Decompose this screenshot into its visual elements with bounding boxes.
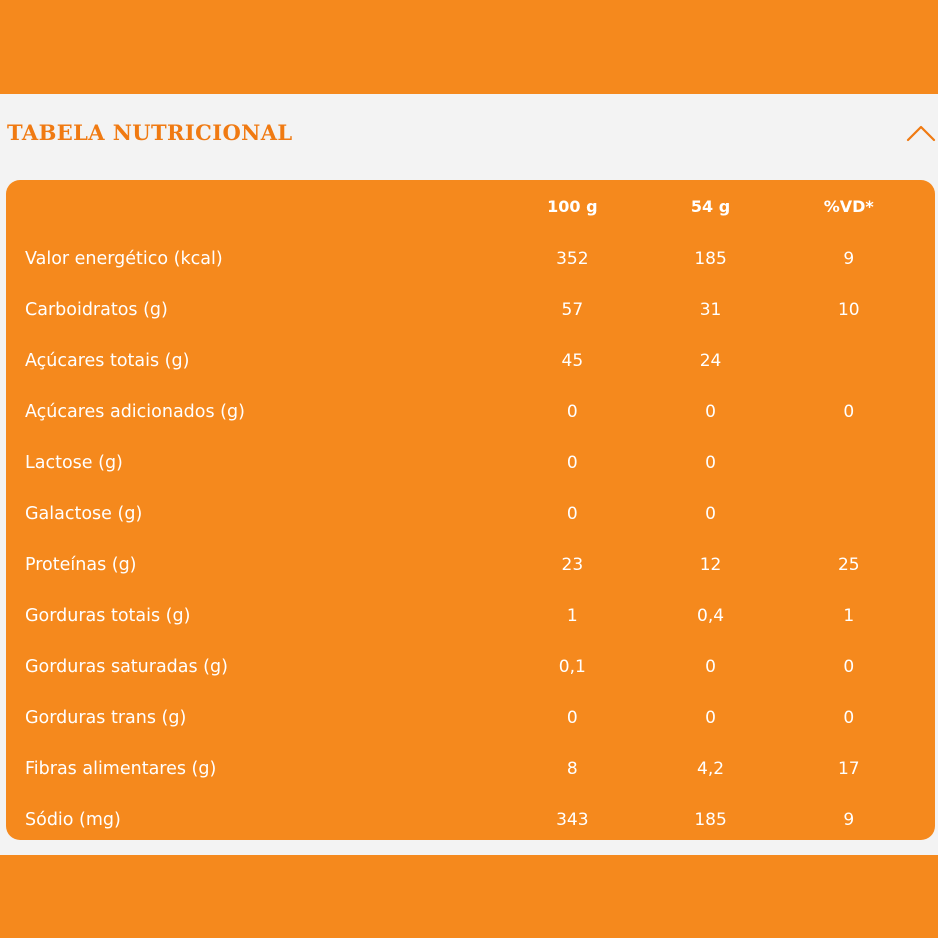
nutrition-table-card: 100 g 54 g %VD* Valor energético (kcal) … bbox=[6, 180, 935, 840]
cell-per-portion: 4,2 bbox=[697, 759, 725, 779]
cell-daily-value bbox=[763, 489, 935, 540]
top-orange-band bbox=[0, 0, 938, 94]
cell-per-100g: 0 bbox=[566, 708, 578, 728]
cell-daily-value bbox=[763, 438, 935, 489]
cell-per-100g: 8 bbox=[566, 759, 578, 779]
cell-per-portion: 0 bbox=[705, 504, 716, 524]
table-row: Gorduras saturadas (g) 0,1 0 0 bbox=[6, 642, 935, 693]
cell-daily-value: 9 bbox=[843, 249, 855, 269]
cell-per-portion: 185 bbox=[694, 249, 727, 269]
table-row: Valor energético (kcal) 352 185 9 bbox=[6, 234, 935, 285]
cell-daily-value: 0 bbox=[843, 708, 855, 728]
cell-daily-value: 25 bbox=[837, 555, 860, 575]
cell-daily-value: 0 bbox=[843, 402, 855, 422]
cell-per-100g: 57 bbox=[561, 300, 584, 320]
row-label: Gorduras trans (g) bbox=[25, 708, 187, 728]
cell-per-portion: 24 bbox=[699, 351, 722, 371]
row-label: Valor energético (kcal) bbox=[25, 249, 223, 269]
table-row: Galactose (g) 0 0 bbox=[6, 489, 935, 540]
cell-per-100g: 23 bbox=[561, 555, 584, 575]
cell-daily-value: 9 bbox=[843, 810, 855, 830]
nutrition-table: 100 g 54 g %VD* Valor energético (kcal) … bbox=[6, 180, 935, 840]
row-label: Galactose (g) bbox=[25, 504, 143, 524]
cell-daily-value: 1 bbox=[843, 606, 855, 626]
cell-per-100g: 343 bbox=[556, 810, 589, 830]
chevron-up-icon bbox=[906, 125, 936, 142]
cell-per-portion: 0 bbox=[705, 453, 716, 473]
cell-daily-value bbox=[763, 336, 935, 387]
row-label: Proteínas (g) bbox=[25, 555, 137, 575]
row-label: Açúcares adicionados (g) bbox=[25, 402, 245, 422]
row-label: Lactose (g) bbox=[25, 453, 123, 473]
row-label: Gorduras totais (g) bbox=[25, 606, 191, 626]
table-row: Açúcares totais (g) 45 24 bbox=[6, 336, 935, 387]
table-row: Sódio (mg) 343 185 9 bbox=[6, 795, 935, 840]
row-label: Açúcares totais (g) bbox=[25, 351, 190, 371]
cell-per-100g: 0 bbox=[566, 504, 578, 524]
row-label: Sódio (mg) bbox=[25, 810, 121, 830]
header-per-portion: 54 g bbox=[690, 197, 731, 216]
cell-per-portion: 0,4 bbox=[697, 606, 725, 626]
table-row: Lactose (g) 0 0 bbox=[6, 438, 935, 489]
cell-per-portion: 185 bbox=[694, 810, 727, 830]
cell-per-100g: 45 bbox=[561, 351, 584, 371]
table-row: Gorduras totais (g) 1 0,4 1 bbox=[6, 591, 935, 642]
header-label bbox=[6, 180, 486, 234]
row-label: Gorduras saturadas (g) bbox=[25, 657, 228, 677]
table-row: Açúcares adicionados (g) 0 0 0 bbox=[6, 387, 935, 438]
cell-per-100g: 1 bbox=[566, 606, 578, 626]
table-row: Proteínas (g) 23 12 25 bbox=[6, 540, 935, 591]
cell-per-100g: 0 bbox=[566, 402, 578, 422]
cell-daily-value: 0 bbox=[843, 657, 855, 677]
row-label: Fibras alimentares (g) bbox=[25, 759, 217, 779]
cell-daily-value: 17 bbox=[837, 759, 860, 779]
table-row: Carboidratos (g) 57 31 10 bbox=[6, 285, 935, 336]
cell-daily-value: 10 bbox=[837, 300, 860, 320]
table-header-row: 100 g 54 g %VD* bbox=[6, 180, 935, 234]
header-per-100g: 100 g bbox=[547, 197, 598, 216]
bottom-orange-band bbox=[0, 855, 938, 938]
cell-per-portion: 0 bbox=[705, 708, 716, 728]
cell-per-portion: 31 bbox=[699, 300, 722, 320]
table-row: Gorduras trans (g) 0 0 0 bbox=[6, 693, 935, 744]
collapse-toggle-button[interactable] bbox=[902, 118, 938, 150]
header-daily-value: %VD* bbox=[823, 197, 874, 216]
cell-per-portion: 0 bbox=[705, 657, 716, 677]
cell-per-100g: 352 bbox=[556, 249, 589, 269]
table-row: Fibras alimentares (g) 8 4,2 17 bbox=[6, 744, 935, 795]
row-label: Carboidratos (g) bbox=[25, 300, 168, 320]
section-title: TABELA NUTRICIONAL bbox=[7, 120, 293, 145]
cell-per-100g: 0 bbox=[566, 453, 578, 473]
cell-per-portion: 0 bbox=[705, 402, 716, 422]
cell-per-100g: 0,1 bbox=[558, 657, 586, 677]
cell-per-portion: 12 bbox=[699, 555, 722, 575]
